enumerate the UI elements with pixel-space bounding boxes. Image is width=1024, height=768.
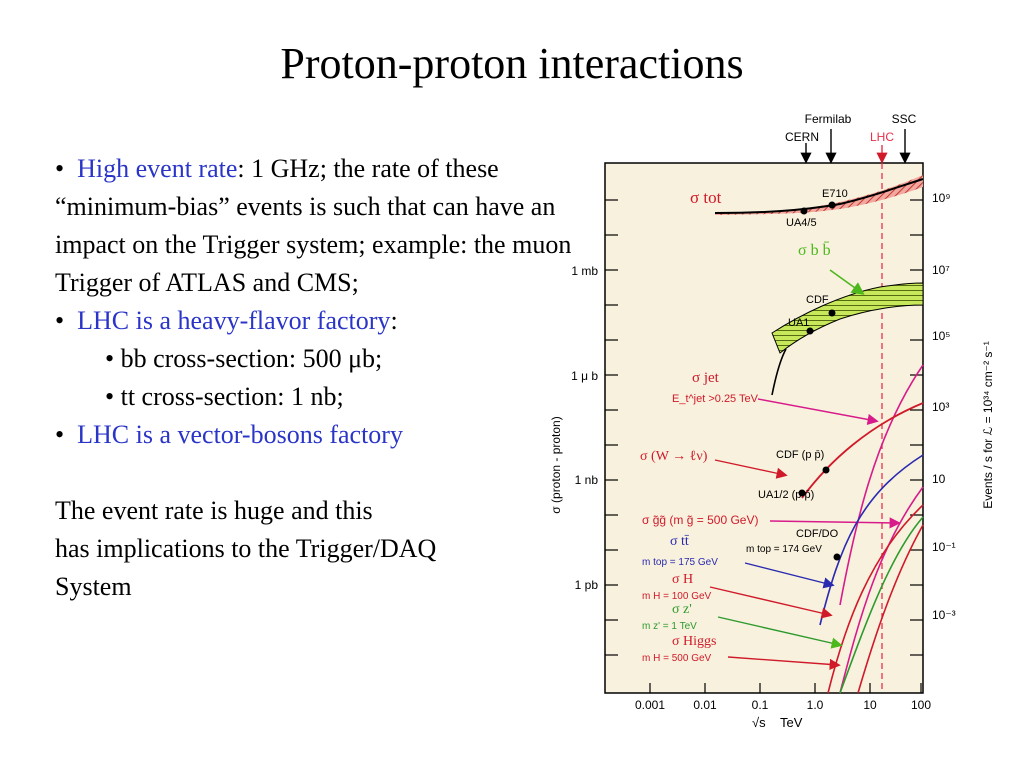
label-sigma-tot: σ tot [690,188,722,207]
label-mtop-174: m top = 174 GeV [746,544,822,555]
y-axis-label: σ (proton - proton) [549,416,563,513]
closing-line-3: System [55,572,132,601]
machine-fermilab: Fermilab [805,112,852,126]
label-sigma-tt: σ tt̄ [670,534,690,549]
y-tick-pb: 1 pb [575,578,599,592]
bullet-vector-bosons: • LHC is a vector-bosons factory [55,416,575,454]
sigma-gg-curve [839,486,924,694]
label-tt-mass: m top = 175 GeV [642,557,718,568]
sigma-w-curve [801,402,924,499]
sigma-tot-curve [714,178,924,214]
label-e710: E710 [822,188,848,200]
heavy-flavor-colon: : [390,306,398,335]
point-ua1-bb [806,327,814,335]
y2-tick-1e3: 10³ [932,400,949,414]
arrow-sigma-w [714,459,788,479]
arrow-sigma-h [709,586,833,619]
y2-axis-label: Events / s for ℒ = 10³⁴ cm⁻² s⁻¹ [981,341,995,509]
label-ua45: UA4/5 [786,217,817,229]
highlight-heavy-flavor: LHC is a heavy-flavor factory [77,306,391,335]
sigma-bb-band [771,282,924,354]
label-higgs-mass: m H = 500 GeV [642,653,712,664]
arrow-sigma-higgs [727,656,841,670]
closing-line-1: The event rate is huge and this [55,496,373,525]
closing-line-2: has implications to the Trigger/DAQ [55,534,437,563]
bullet-mark: • [55,154,65,183]
label-sigma-h: σ H [672,572,693,587]
label-sigma-jet: σ jet [692,370,720,386]
y2-tick-1e7: 10⁷ [932,263,950,277]
bullet-mark: • [55,306,65,335]
sub-bullet-bb: • bb cross-section: 500 μb; [105,344,383,373]
x-tick-0.1: 0.1 [752,698,769,712]
arrow-sigma-bb [829,269,865,295]
x-axis-unit: TeV [780,715,803,730]
point-ua12-w [798,489,806,497]
point-cdf-bb [828,309,836,317]
slide-text: • High event rate: 1 GHz; the rate of th… [55,150,575,606]
bullet-mark: • [55,420,65,449]
bottom-ticks [649,683,922,693]
x-tick-0.01: 0.01 [693,698,717,712]
arrow-sigma-zp [717,616,843,649]
label-sigma-gg: σ g̃g̃ (m g̃ = 500 GeV) [642,513,758,527]
sigma-tt-curve [819,454,924,626]
y2-tick-1e9: 10⁹ [932,191,951,205]
arrow-sigma-jet [757,398,879,425]
bullet-event-rate: • High event rate: 1 GHz; the rate of th… [55,150,575,302]
y2-tick-1e5: 10⁵ [932,329,950,343]
y2-tick-1e-3: 10⁻³ [932,608,956,622]
bullet-heavy-flavor: • LHC is a heavy-flavor factory: [55,302,575,340]
sub-bullet-tt: • tt cross-section: 1 nb; [105,382,344,411]
label-cdf-do: CDF/DO [796,528,839,540]
label-ua1: UA1 [788,317,809,329]
sigma-bb-low-curve [771,348,787,396]
highlight-vector-bosons: LHC is a vector-bosons factory [77,420,403,449]
sigma-higgs-curve [857,524,924,694]
slide-title: Proton-proton interactions [280,39,744,88]
machine-ssc: SSC [892,112,917,126]
point-cdf-w [822,466,830,474]
label-h-mass: m H = 100 GeV [642,591,712,602]
left-ticks [605,199,618,656]
label-ua12-pp: UA1/2 (p p̄) [758,489,814,501]
machine-lhc: LHC [870,130,894,144]
label-sigma-zp: σ z' [672,602,692,617]
y2-tick-1e-1: 10⁻¹ [932,540,956,554]
y-tick-ub: 1 μ b [571,369,598,383]
label-cdf: CDF [806,294,829,306]
sigma-zp-curve [839,516,924,694]
x-axis-symbol: √s [752,715,766,730]
y-tick-mb: 1 mb [571,264,598,278]
point-ua45 [800,207,808,215]
machine-cern: CERN [785,130,819,144]
x-tick-10: 10 [863,698,877,712]
point-e710 [828,201,836,209]
y-tick-nb: 1 nb [575,473,599,487]
label-jet-cut: E_t^jet >0.25 TeV [672,393,759,405]
arrow-sigma-tt [744,562,835,589]
cross-section-chart: 1 mb 1 μ b 1 nb 1 pb 10⁹ 10⁷ 10⁵ 10³ 10 … [549,112,995,730]
label-sigma-bb: σ b b̄ [798,241,831,259]
x-tick-1.0: 1.0 [807,698,824,712]
sigma-jet-curve [839,364,924,606]
arrow-sigma-gg [769,517,901,529]
x-tick-0.001: 0.001 [635,698,665,712]
label-zp-mass: m z' = 1 TeV [642,621,697,632]
label-sigma-w: σ (W → ℓν) [640,449,708,464]
y2-tick-10: 10 [932,472,946,486]
highlight-event-rate: High event rate [77,154,238,183]
point-cdf-do-tt [833,553,841,561]
x-tick-100: 100 [911,698,931,712]
label-sigma-higgs: σ Higgs [672,634,717,649]
label-cdf-pp: CDF (p p̄) [776,449,824,461]
plot-area [604,162,924,694]
event-rate-text: : 1 GHz; the rate of these “minimum-bias… [55,154,572,297]
